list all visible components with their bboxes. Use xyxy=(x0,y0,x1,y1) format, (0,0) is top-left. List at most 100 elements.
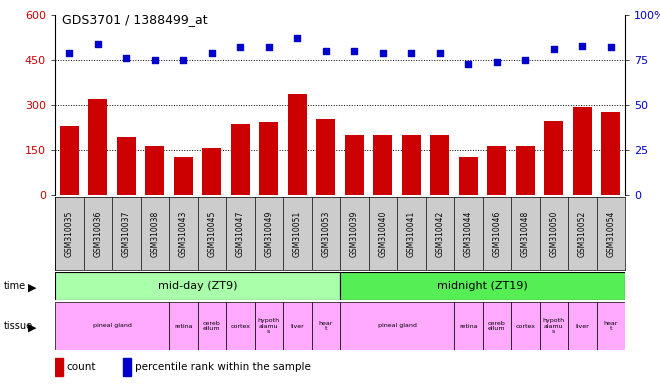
Point xyxy=(64,50,75,56)
Text: GSM310037: GSM310037 xyxy=(121,210,131,257)
Text: cereb
ellum: cereb ellum xyxy=(488,321,506,331)
Bar xyxy=(573,107,591,195)
Text: GSM310051: GSM310051 xyxy=(293,210,302,257)
Point xyxy=(577,43,587,49)
Text: cereb
ellum: cereb ellum xyxy=(203,321,220,331)
Bar xyxy=(340,272,625,300)
Text: GSM310036: GSM310036 xyxy=(93,210,102,257)
Bar xyxy=(117,136,135,195)
Text: hypoth
alamu
s: hypoth alamu s xyxy=(257,318,280,334)
Bar xyxy=(597,302,625,350)
Text: percentile rank within the sample: percentile rank within the sample xyxy=(135,362,311,372)
Text: GSM310045: GSM310045 xyxy=(207,210,216,257)
Point xyxy=(605,44,616,50)
Bar xyxy=(482,302,511,350)
Text: cortex: cortex xyxy=(515,323,535,328)
Bar xyxy=(430,135,449,195)
Text: pineal gland: pineal gland xyxy=(378,323,416,328)
Bar xyxy=(283,302,312,350)
Bar xyxy=(60,126,79,195)
Bar xyxy=(402,135,420,195)
Bar xyxy=(488,146,506,195)
Bar xyxy=(55,302,169,350)
Text: GSM310053: GSM310053 xyxy=(321,210,330,257)
Bar xyxy=(454,302,482,350)
Point xyxy=(178,57,189,63)
Text: liver: liver xyxy=(290,323,304,328)
Text: GSM310039: GSM310039 xyxy=(350,210,359,257)
Text: GSM310046: GSM310046 xyxy=(492,210,501,257)
Text: mid-day (ZT9): mid-day (ZT9) xyxy=(158,281,237,291)
Bar xyxy=(340,302,454,350)
Bar xyxy=(203,147,221,195)
Text: GSM310049: GSM310049 xyxy=(264,210,273,257)
Text: ▶: ▶ xyxy=(28,322,37,332)
Point xyxy=(349,48,360,54)
Bar xyxy=(345,135,364,195)
Bar xyxy=(259,122,278,195)
Point xyxy=(321,48,331,54)
Bar xyxy=(169,302,197,350)
Point xyxy=(548,46,559,52)
Text: GSM310052: GSM310052 xyxy=(578,210,587,257)
Text: GSM310041: GSM310041 xyxy=(407,210,416,257)
Point xyxy=(263,44,274,50)
Text: GSM310035: GSM310035 xyxy=(65,210,74,257)
Point xyxy=(520,57,531,63)
Bar xyxy=(459,157,478,195)
Text: GSM310047: GSM310047 xyxy=(236,210,245,257)
Point xyxy=(235,44,246,50)
Text: cortex: cortex xyxy=(230,323,250,328)
Bar xyxy=(544,121,563,195)
Bar xyxy=(174,157,193,195)
Bar xyxy=(374,135,392,195)
Point xyxy=(292,35,302,41)
Point xyxy=(463,61,473,67)
Text: GDS3701 / 1388499_at: GDS3701 / 1388499_at xyxy=(61,13,207,26)
Bar xyxy=(255,302,283,350)
Bar xyxy=(145,146,164,195)
Text: GSM310050: GSM310050 xyxy=(549,210,558,257)
Point xyxy=(207,50,217,56)
Bar xyxy=(539,302,568,350)
Text: midnight (ZT19): midnight (ZT19) xyxy=(437,281,528,291)
Text: count: count xyxy=(67,362,96,372)
Text: ▶: ▶ xyxy=(28,282,37,292)
Bar xyxy=(317,119,335,195)
Point xyxy=(492,59,502,65)
Text: tissue: tissue xyxy=(3,321,32,331)
Point xyxy=(434,50,445,56)
Point xyxy=(378,50,388,56)
Text: time: time xyxy=(3,281,26,291)
Text: GSM310040: GSM310040 xyxy=(378,210,387,257)
Bar xyxy=(123,358,131,376)
Text: GSM310043: GSM310043 xyxy=(179,210,187,257)
Bar xyxy=(197,302,226,350)
Text: GSM310054: GSM310054 xyxy=(607,210,615,257)
Bar xyxy=(601,112,620,195)
Bar xyxy=(226,302,255,350)
Bar xyxy=(516,146,535,195)
Point xyxy=(149,57,160,63)
Text: liver: liver xyxy=(576,323,589,328)
Bar xyxy=(511,302,539,350)
Text: hear
t: hear t xyxy=(319,321,333,331)
Point xyxy=(121,55,131,61)
Text: retina: retina xyxy=(459,323,477,328)
Text: hypoth
alamu
s: hypoth alamu s xyxy=(543,318,565,334)
Bar xyxy=(88,99,107,195)
Text: GSM310048: GSM310048 xyxy=(521,210,530,257)
Bar xyxy=(231,124,249,195)
Bar xyxy=(55,358,63,376)
Point xyxy=(406,50,416,56)
Text: retina: retina xyxy=(174,323,193,328)
Bar xyxy=(55,272,340,300)
Point xyxy=(92,41,103,47)
Text: pineal gland: pineal gland xyxy=(92,323,131,328)
Bar xyxy=(312,302,340,350)
Text: GSM310038: GSM310038 xyxy=(150,210,159,257)
Text: GSM310042: GSM310042 xyxy=(435,210,444,257)
Bar xyxy=(288,94,306,195)
Bar xyxy=(568,302,597,350)
Text: GSM310044: GSM310044 xyxy=(464,210,473,257)
